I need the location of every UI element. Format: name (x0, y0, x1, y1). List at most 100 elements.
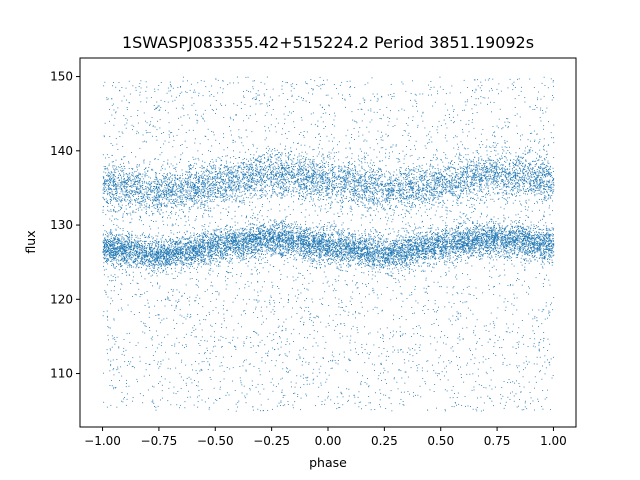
data-point (540, 235, 542, 237)
data-point (156, 255, 158, 257)
data-point (249, 229, 251, 231)
data-point (183, 238, 185, 240)
data-point (420, 256, 422, 258)
data-point (488, 245, 490, 247)
data-point (282, 235, 283, 237)
data-point (386, 253, 388, 255)
data-point (516, 233, 518, 235)
data-point (452, 241, 454, 243)
data-point (155, 254, 157, 256)
data-point (204, 248, 206, 250)
data-point (405, 245, 407, 247)
data-point (393, 242, 395, 243)
data-point (140, 261, 141, 263)
data-point (313, 250, 315, 252)
data-point (238, 244, 240, 245)
data-point (255, 241, 257, 243)
data-point (391, 254, 392, 256)
data-point (428, 239, 429, 241)
data-point (552, 228, 554, 230)
data-point (222, 235, 224, 237)
data-point (316, 233, 317, 235)
data-point (219, 248, 221, 250)
data-point (348, 239, 350, 240)
data-point (445, 232, 447, 234)
data-point (381, 266, 382, 268)
data-point (290, 254, 292, 255)
data-point (156, 240, 157, 242)
data-point (319, 249, 320, 251)
data-point (315, 225, 317, 227)
data-point (244, 238, 246, 240)
data-point (195, 252, 197, 254)
data-point (538, 237, 540, 239)
data-point (469, 240, 471, 242)
data-point (434, 248, 436, 250)
data-point (362, 247, 364, 249)
data-point (241, 229, 243, 231)
data-point (437, 232, 438, 234)
data-point (492, 247, 494, 249)
data-point (509, 230, 511, 232)
data-point (318, 242, 320, 244)
data-point (134, 244, 136, 246)
data-point (307, 229, 309, 231)
data-point (491, 255, 493, 257)
data-point (174, 254, 176, 256)
data-point (539, 242, 541, 244)
data-point (449, 245, 451, 247)
data-point (241, 228, 243, 229)
data-point (420, 241, 422, 243)
data-point (364, 251, 366, 253)
data-point (406, 264, 408, 266)
data-point (256, 219, 258, 221)
data-point (507, 244, 509, 246)
data-point (424, 248, 426, 250)
data-point (531, 253, 532, 255)
data-point (542, 240, 543, 241)
data-point (398, 247, 400, 248)
data-point (221, 253, 223, 255)
data-point (508, 237, 510, 239)
data-point (209, 259, 211, 261)
data-point (144, 255, 145, 257)
data-point (225, 250, 227, 252)
data-point (281, 253, 282, 255)
data-point (145, 265, 147, 266)
data-point (382, 265, 383, 267)
data-point (228, 234, 230, 236)
data-point (371, 259, 373, 261)
data-point (460, 238, 461, 240)
data-point (472, 223, 473, 224)
data-point (242, 247, 244, 249)
data-point (352, 256, 354, 258)
data-point (176, 249, 178, 251)
data-point (388, 262, 389, 264)
data-point (526, 243, 527, 245)
data-point (534, 248, 536, 250)
data-point (268, 241, 270, 243)
data-point (111, 240, 113, 242)
data-point (213, 231, 215, 233)
data-point (217, 237, 219, 239)
data-point (306, 229, 307, 231)
data-point (418, 249, 420, 251)
data-point (165, 239, 167, 241)
data-point (388, 261, 390, 263)
data-point (132, 249, 134, 251)
data-point (391, 258, 392, 260)
data-point (330, 250, 332, 252)
data-point (411, 236, 412, 237)
data-point (237, 236, 239, 238)
data-point (280, 231, 282, 233)
data-point (359, 264, 360, 266)
data-point (373, 253, 374, 255)
data-point (481, 258, 483, 260)
data-point (440, 247, 442, 249)
data-point (251, 237, 252, 238)
data-point (358, 234, 360, 236)
data-point (173, 248, 175, 250)
data-point (385, 273, 387, 275)
data-point (275, 220, 277, 222)
data-point (254, 246, 256, 247)
